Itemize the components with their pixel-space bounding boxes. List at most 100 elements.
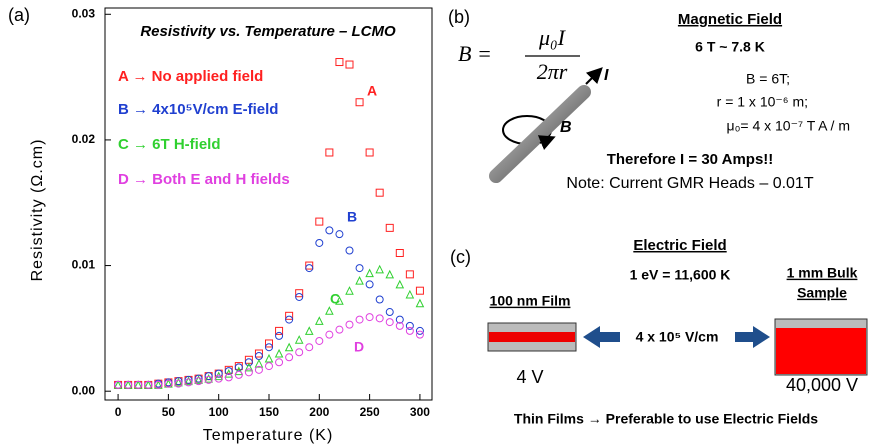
plot-frame bbox=[104, 7, 433, 401]
marker bbox=[194, 375, 203, 384]
marker bbox=[254, 352, 263, 361]
curve-label: D bbox=[354, 339, 364, 355]
marker bbox=[274, 348, 284, 358]
formula-lhs: B = bbox=[458, 41, 492, 66]
marker bbox=[144, 380, 153, 389]
legend-entry: A → No applied field bbox=[118, 68, 263, 85]
marker bbox=[204, 374, 213, 383]
marker bbox=[405, 326, 414, 335]
marker bbox=[254, 349, 263, 358]
field-label: B bbox=[560, 119, 572, 136]
formula-denominator: 2πr bbox=[537, 59, 568, 84]
marker bbox=[375, 264, 384, 274]
marker bbox=[184, 375, 193, 384]
marker bbox=[355, 276, 364, 285]
x-tick-label: 200 bbox=[309, 405, 329, 419]
marker bbox=[305, 261, 314, 270]
marker bbox=[294, 335, 304, 344]
marker bbox=[385, 223, 394, 232]
marker bbox=[134, 380, 143, 389]
curve-label: C bbox=[330, 291, 340, 307]
panel-label: (a) bbox=[8, 5, 30, 25]
conclusion: Thin Films → Preferable to use Electric … bbox=[514, 411, 818, 427]
marker bbox=[234, 366, 244, 376]
marker bbox=[244, 362, 254, 372]
marker bbox=[214, 371, 224, 381]
marker bbox=[305, 343, 314, 352]
marker bbox=[335, 230, 344, 239]
marker bbox=[174, 377, 183, 386]
marker bbox=[395, 249, 404, 257]
marker bbox=[345, 286, 354, 295]
marker bbox=[315, 238, 324, 247]
marker bbox=[194, 377, 203, 386]
marker bbox=[184, 378, 193, 387]
bulk-voltage: 40,000 V bbox=[786, 375, 858, 395]
marker bbox=[365, 313, 374, 322]
formula-numerator: μ₀I bbox=[538, 25, 567, 50]
marker bbox=[194, 374, 203, 383]
bulk-layer bbox=[776, 328, 866, 374]
wire bbox=[489, 85, 591, 183]
marker bbox=[224, 373, 233, 382]
current-label: I bbox=[604, 67, 609, 84]
curve-label: B bbox=[347, 209, 357, 225]
marker bbox=[415, 298, 425, 308]
marker bbox=[395, 315, 404, 324]
x-tick-label: 150 bbox=[259, 405, 279, 419]
marker bbox=[335, 58, 344, 67]
marker bbox=[395, 321, 404, 330]
marker bbox=[355, 264, 364, 273]
chart-panel: (a) Resistivity vs. Temperature – LCMO T… bbox=[8, 5, 433, 444]
marker bbox=[335, 296, 344, 305]
marker bbox=[224, 367, 233, 376]
x-tick-label: 250 bbox=[360, 405, 380, 419]
y-tick-label: 0.02 bbox=[72, 132, 96, 146]
x-tick-label: 100 bbox=[209, 405, 229, 419]
marker bbox=[405, 270, 414, 279]
marker bbox=[154, 380, 163, 389]
panel-label: (c) bbox=[450, 247, 471, 267]
result: Therefore I = 30 Amps!! bbox=[607, 151, 774, 168]
chart-title: Resistivity vs. Temperature – LCMO bbox=[140, 23, 396, 40]
marker bbox=[184, 376, 193, 386]
marker bbox=[265, 339, 274, 348]
y-axis-label: Resistivity (Ω.cm) bbox=[29, 139, 46, 282]
heading: Magnetic Field bbox=[678, 11, 782, 28]
curve-label: A bbox=[367, 83, 377, 99]
marker bbox=[405, 289, 415, 299]
marker bbox=[415, 330, 424, 339]
legend-entry: B → 4x10⁵V/cm E-field bbox=[118, 101, 278, 118]
marker bbox=[325, 306, 334, 315]
field-arrow bbox=[537, 135, 556, 150]
film-layer bbox=[489, 332, 575, 342]
arrow-right bbox=[735, 326, 770, 348]
field-strength: 4 x 10⁵ V/cm bbox=[636, 329, 719, 345]
marker bbox=[325, 226, 334, 235]
arrow-left bbox=[583, 326, 620, 348]
marker bbox=[335, 325, 344, 334]
marker bbox=[224, 368, 234, 378]
parameter: μ₀= 4 x 10⁻⁷ T A / m bbox=[727, 118, 850, 134]
marker bbox=[355, 315, 364, 324]
marker bbox=[204, 372, 213, 381]
marker bbox=[395, 279, 405, 289]
marker bbox=[325, 148, 334, 157]
marker bbox=[164, 379, 173, 388]
x-tick-label: 50 bbox=[162, 405, 176, 419]
parameter: r = 1 x 10⁻⁶ m; bbox=[717, 94, 808, 110]
marker bbox=[124, 380, 133, 389]
panel-label: (b) bbox=[448, 7, 470, 27]
marker bbox=[365, 148, 374, 157]
marker bbox=[375, 314, 384, 323]
film-label: 100 nm Film bbox=[490, 293, 571, 309]
marker bbox=[355, 98, 364, 107]
film-voltage: 4 V bbox=[516, 367, 543, 387]
x-tick-label: 0 bbox=[115, 405, 122, 419]
marker bbox=[375, 295, 384, 304]
marker bbox=[275, 358, 284, 367]
bulk-label: 1 mm Bulk bbox=[787, 265, 858, 281]
marker bbox=[234, 363, 243, 372]
marker bbox=[275, 326, 284, 335]
